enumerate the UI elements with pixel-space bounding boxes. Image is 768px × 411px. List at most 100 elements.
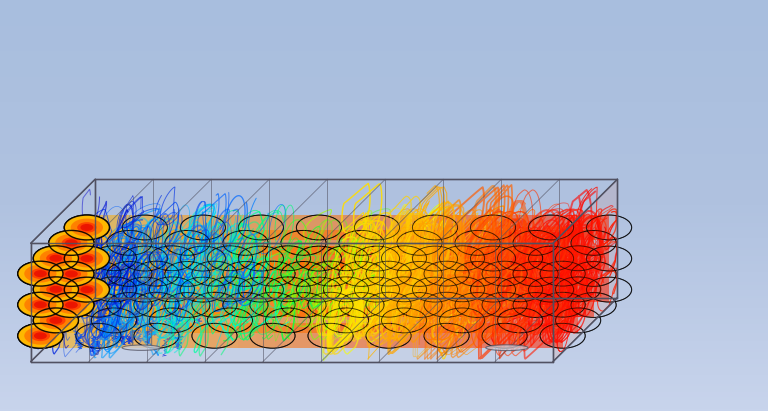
Polygon shape [257,261,274,286]
Ellipse shape [58,267,84,281]
Ellipse shape [18,261,63,286]
Ellipse shape [68,217,106,238]
Polygon shape [344,246,362,271]
Polygon shape [537,246,555,271]
Polygon shape [239,261,257,286]
Ellipse shape [26,328,55,344]
Polygon shape [375,215,393,240]
Polygon shape [203,261,220,286]
Ellipse shape [39,311,73,330]
Ellipse shape [60,299,83,311]
Ellipse shape [53,288,59,291]
Ellipse shape [37,272,44,275]
Polygon shape [359,261,378,286]
Ellipse shape [21,294,60,316]
Polygon shape [362,277,380,302]
Polygon shape [267,246,285,271]
Polygon shape [128,308,146,333]
Polygon shape [218,246,236,271]
Polygon shape [146,246,164,271]
Ellipse shape [55,296,88,314]
Polygon shape [308,246,326,271]
Polygon shape [378,231,396,255]
Polygon shape [131,261,148,286]
Ellipse shape [84,288,90,291]
Polygon shape [573,246,591,271]
Polygon shape [413,293,432,317]
Polygon shape [254,246,272,271]
Ellipse shape [25,327,57,345]
Ellipse shape [70,218,104,237]
Polygon shape [465,215,483,240]
Ellipse shape [65,277,109,302]
Ellipse shape [41,313,70,328]
Ellipse shape [45,252,67,264]
Polygon shape [184,261,203,286]
Polygon shape [110,308,128,333]
Polygon shape [506,246,524,271]
Polygon shape [123,215,141,240]
Polygon shape [419,261,436,286]
Polygon shape [524,277,542,302]
Polygon shape [323,293,342,317]
Polygon shape [128,246,146,271]
Polygon shape [270,231,287,255]
Polygon shape [308,277,326,302]
Polygon shape [452,246,470,271]
Polygon shape [413,231,432,255]
Polygon shape [329,292,346,317]
Polygon shape [76,261,94,286]
Polygon shape [74,246,92,271]
Polygon shape [449,261,468,286]
Polygon shape [342,293,359,317]
Polygon shape [488,277,506,302]
Ellipse shape [61,269,81,279]
Ellipse shape [71,219,103,236]
Polygon shape [197,261,216,286]
Polygon shape [378,261,396,286]
Polygon shape [112,323,131,348]
Ellipse shape [58,297,85,313]
Polygon shape [216,261,233,286]
Polygon shape [362,308,380,333]
Polygon shape [537,215,555,240]
Polygon shape [254,277,272,302]
Ellipse shape [68,303,74,307]
Ellipse shape [35,332,46,339]
Polygon shape [131,292,148,317]
Polygon shape [94,261,112,286]
Polygon shape [167,323,184,348]
Polygon shape [58,323,76,348]
Polygon shape [575,231,594,255]
Polygon shape [429,215,447,240]
Polygon shape [144,293,161,317]
Polygon shape [306,261,323,286]
Polygon shape [449,293,468,317]
Ellipse shape [26,266,55,282]
Polygon shape [184,323,203,348]
Ellipse shape [24,264,58,283]
Polygon shape [416,246,434,271]
Polygon shape [112,261,131,286]
Ellipse shape [18,292,63,317]
Polygon shape [200,246,218,271]
Ellipse shape [49,286,62,293]
Polygon shape [398,277,416,302]
Polygon shape [380,246,398,271]
Polygon shape [485,293,504,317]
Polygon shape [41,261,58,286]
Ellipse shape [65,246,109,271]
Ellipse shape [84,226,90,229]
Polygon shape [270,293,287,317]
Ellipse shape [49,293,94,317]
Ellipse shape [43,313,69,328]
Polygon shape [249,277,267,302]
Polygon shape [323,261,342,286]
Ellipse shape [67,279,107,300]
Ellipse shape [84,288,90,291]
Polygon shape [123,277,141,302]
Polygon shape [527,261,545,286]
Ellipse shape [53,288,58,291]
Polygon shape [267,277,285,302]
Polygon shape [346,292,365,317]
